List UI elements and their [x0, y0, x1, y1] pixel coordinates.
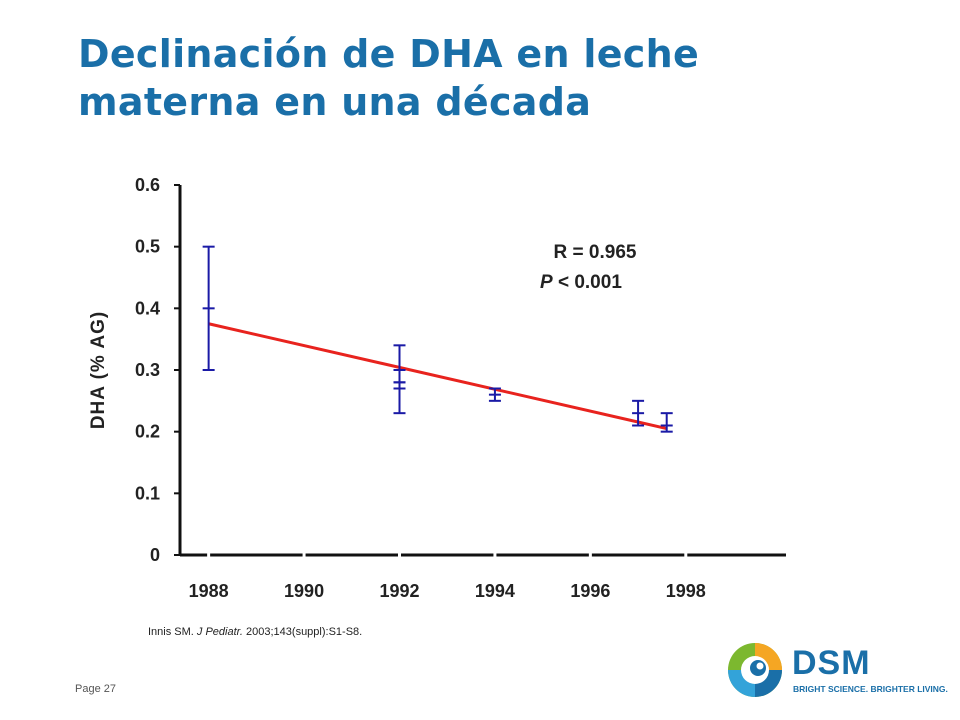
- y-tick-label: 0.6: [135, 175, 160, 195]
- y-tick-label: 0.4: [135, 298, 160, 318]
- reference-details: 2003;143(suppl):S1-S8.: [242, 626, 363, 638]
- data-point: [393, 344, 406, 384]
- trend-line-group: [208, 322, 668, 431]
- page-number: Page 27: [75, 683, 116, 695]
- y-tick-label: 0.2: [135, 422, 160, 442]
- x-tick-label: 1988: [189, 581, 229, 601]
- data-point: [660, 412, 673, 433]
- y-tick-label: 0: [150, 545, 160, 565]
- x-tick-label: 1996: [570, 581, 610, 601]
- x-tick-label: 1994: [475, 581, 515, 601]
- data-point: [632, 399, 645, 427]
- data-point: [202, 245, 215, 371]
- reference-author: Innis SM.: [148, 626, 197, 638]
- y-tick-label: 0.5: [135, 237, 160, 257]
- slide-title-line1: Declinación de DHA en leche: [78, 32, 700, 76]
- x-tick-labels: 1988 1990 1992 1994 1996 1998: [189, 581, 706, 601]
- y-tick-labels: 0 0.1 0.2 0.3 0.4 0.5 0.6: [135, 175, 160, 565]
- reference-journal: J Pediatr.: [196, 626, 243, 638]
- dsm-wordmark: DSM: [792, 644, 871, 682]
- y-tick-label: 0.1: [135, 483, 160, 503]
- reference-citation: Innis SM. J Pediatr. 2003;143(suppl):S1-…: [148, 626, 362, 638]
- data-point: [393, 381, 406, 415]
- trend-line: [208, 322, 668, 431]
- y-tick-label: 0.3: [135, 360, 160, 380]
- data-point: [488, 387, 501, 402]
- dsm-emblem-icon: [728, 643, 782, 697]
- dsm-tagline: BRIGHT SCIENCE. BRIGHTER LIVING.: [793, 684, 948, 694]
- x-tick-label: 1990: [284, 581, 324, 601]
- annotation-p: P < 0.001: [540, 272, 622, 293]
- annotation-p-rest: < 0.001: [553, 272, 623, 293]
- annotation-p-symbol: P: [540, 272, 553, 293]
- x-tick-label: 1992: [379, 581, 419, 601]
- annotation-r: R = 0.965: [554, 242, 637, 263]
- data-points: [202, 245, 673, 433]
- dsm-logo: DSM BRIGHT SCIENCE. BRIGHTER LIVING.: [722, 632, 952, 704]
- y-axis-label: DHA (% AG): [88, 311, 109, 429]
- x-tick-label: 1998: [666, 581, 706, 601]
- chart-axes: [174, 184, 786, 558]
- slide-title-line2: materna en una década: [78, 80, 592, 124]
- slide-title: Declinación de DHA en leche materna en u…: [78, 30, 778, 126]
